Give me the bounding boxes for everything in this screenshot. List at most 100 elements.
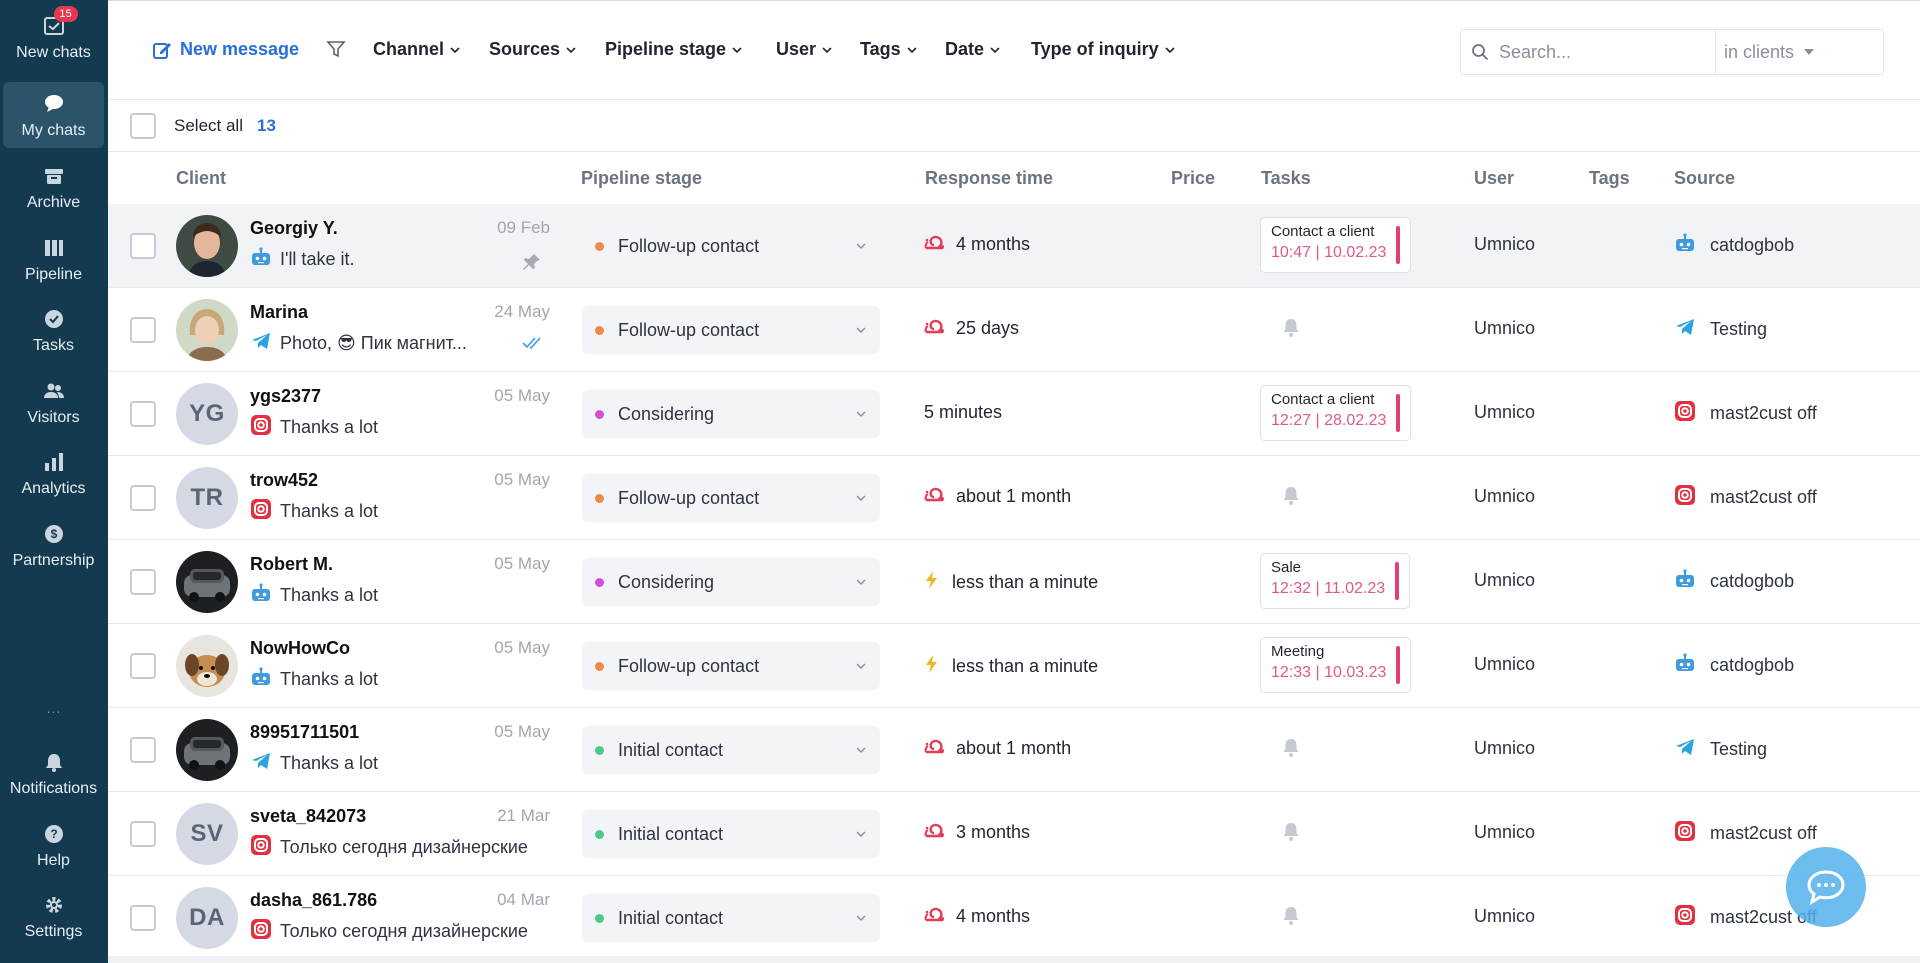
row-checkbox[interactable] xyxy=(130,317,156,343)
bell-icon[interactable] xyxy=(1282,906,1300,931)
support-chat-button[interactable] xyxy=(1786,847,1866,927)
nav-partnership[interactable]: $ Partnership xyxy=(3,512,104,578)
task-priority-bar xyxy=(1396,226,1401,264)
bell-icon[interactable] xyxy=(1282,822,1300,847)
task-card[interactable]: Contact a client 12:27 | 28.02.23 xyxy=(1260,385,1412,441)
client-name[interactable]: trow452 xyxy=(250,470,319,490)
row-checkbox[interactable] xyxy=(130,569,156,595)
chat-row[interactable]: YG ygs2377 05 May Thanks a lot Consideri… xyxy=(108,372,1920,456)
nav-archive[interactable]: Archive xyxy=(3,154,104,220)
column-user[interactable]: User xyxy=(1474,168,1515,188)
chat-row[interactable]: NowHowCo 05 May Thanks a lot Follow-up c… xyxy=(108,624,1920,708)
column-client[interactable]: Client xyxy=(176,168,227,188)
bell-icon[interactable] xyxy=(1282,318,1300,343)
pipeline-stage-select[interactable]: Follow-up contact xyxy=(582,642,880,690)
column-pipeline-stage[interactable]: Pipeline stage xyxy=(581,168,703,188)
source-name: mast2cust off xyxy=(1710,823,1817,843)
message-text: Thanks a lot xyxy=(280,753,379,773)
chevron-down-icon xyxy=(990,46,1000,53)
bot-icon xyxy=(250,246,272,273)
message-date: 09 Feb xyxy=(497,218,550,237)
chat-row[interactable]: 89951711501 05 May Thanks a lot Initial … xyxy=(108,708,1920,792)
column-source[interactable]: Source xyxy=(1674,168,1736,188)
row-checkbox[interactable] xyxy=(130,653,156,679)
row-checkbox[interactable] xyxy=(130,821,156,847)
pipeline-stage-select[interactable]: Initial contact xyxy=(582,894,880,942)
nav-my-chats[interactable]: My chats xyxy=(3,82,104,148)
more-dots[interactable]: ... xyxy=(46,700,62,716)
user-name: Umnico xyxy=(1474,570,1536,590)
pipeline-stage-select[interactable]: Initial contact xyxy=(582,726,880,774)
filter-tags[interactable]: Tags xyxy=(860,39,917,60)
client-name[interactable]: Robert M. xyxy=(250,554,333,574)
row-checkbox[interactable] xyxy=(130,485,156,511)
snail-icon xyxy=(924,822,944,843)
search-input[interactable] xyxy=(1499,41,1709,63)
bell-icon[interactable] xyxy=(1282,486,1300,511)
pipeline-stage-select[interactable]: Considering xyxy=(582,558,880,606)
nav-visitors[interactable]: Visitors xyxy=(3,369,104,435)
filter-pipeline-stage[interactable]: Pipeline stage xyxy=(605,39,742,60)
chat-row[interactable]: Georgiy Y. 09 Feb I'll take it. Follow-u… xyxy=(108,204,1920,288)
nav-analytics[interactable]: Analytics xyxy=(3,440,104,506)
task-priority-bar xyxy=(1396,394,1401,432)
row-checkbox[interactable] xyxy=(130,401,156,427)
search-box: in clients xyxy=(1460,29,1884,75)
client-name[interactable]: ygs2377 xyxy=(250,386,322,406)
pipeline-stage-select[interactable]: Follow-up contact xyxy=(582,222,880,270)
filter-date[interactable]: Date xyxy=(945,39,1000,60)
nav-notifications[interactable]: Notifications xyxy=(3,740,104,806)
client-name[interactable]: dasha_861.786 xyxy=(250,890,378,910)
column-response-time[interactable]: Response time xyxy=(925,168,1054,188)
client-name[interactable]: Georgiy Y. xyxy=(250,218,338,238)
pipeline-stage-select[interactable]: Considering xyxy=(582,390,880,438)
avatar: DA xyxy=(176,887,238,949)
column-tags[interactable]: Tags xyxy=(1589,168,1630,188)
task-card[interactable]: Meeting 12:33 | 10.03.23 xyxy=(1260,637,1412,693)
row-checkbox[interactable] xyxy=(130,233,156,259)
chat-row[interactable]: SV sveta_842073 21 Mar Только сегодня ди… xyxy=(108,792,1920,876)
nav-new-chats[interactable]: 15 New chats xyxy=(3,4,104,70)
message-text: Photo, 😎 Пик магнит... xyxy=(280,333,467,353)
message-text: Только сегодня дизайнерские xyxy=(280,921,528,941)
pipeline-stage-select[interactable]: Initial contact xyxy=(582,810,880,858)
filter-label: Date xyxy=(945,39,985,59)
new-message-button[interactable]: New message xyxy=(152,39,299,60)
client-name[interactable]: NowHowCo xyxy=(250,638,350,658)
client-name[interactable]: 89951711501 xyxy=(250,722,360,742)
chat-row[interactable]: TR trow452 05 May Thanks a lot Follow-up… xyxy=(108,456,1920,540)
row-checkbox[interactable] xyxy=(130,905,156,931)
chat-count: 13 xyxy=(256,115,276,135)
column-price[interactable]: Price xyxy=(1171,168,1216,188)
chat-row[interactable]: DA dasha_861.786 04 Mar Только сегодня д… xyxy=(108,876,1920,960)
task-name: Contact a client xyxy=(1271,223,1375,240)
nav-help[interactable]: ? Help xyxy=(3,812,104,878)
last-message: Thanks a lot xyxy=(250,414,378,441)
filter-type-of-inquiry[interactable]: Type of inquiry xyxy=(1031,39,1175,60)
filter-channel[interactable]: Channel xyxy=(373,39,460,60)
nav-settings[interactable]: Settings xyxy=(3,883,104,949)
pipeline-stage-select[interactable]: Follow-up contact xyxy=(582,306,880,354)
client-name[interactable]: Marina xyxy=(250,302,309,322)
message-text: Только сегодня дизайнерские xyxy=(280,837,528,857)
select-all-checkbox[interactable] xyxy=(130,112,156,139)
user-name: Umnico xyxy=(1474,318,1536,338)
user-name: Umnico xyxy=(1474,822,1536,842)
filter-user[interactable]: User xyxy=(776,39,832,60)
nav-tasks[interactable]: Tasks xyxy=(3,297,104,363)
pin-icon[interactable] xyxy=(522,252,542,277)
search-scope-select[interactable]: in clients xyxy=(1715,30,1883,74)
task-card[interactable]: Contact a client 10:47 | 10.02.23 xyxy=(1260,217,1412,273)
source: mast2cust off xyxy=(1674,904,1817,931)
chat-row[interactable]: Marina 24 May Photo, 😎 Пик магнит... Fol… xyxy=(108,288,1920,372)
pipeline-stage-select[interactable]: Follow-up contact xyxy=(582,474,880,522)
bell-icon[interactable] xyxy=(1282,738,1300,763)
filter-icon[interactable] xyxy=(326,39,346,64)
nav-pipeline[interactable]: Pipeline xyxy=(3,226,104,292)
chat-row[interactable]: Robert M. 05 May Thanks a lot Considerin… xyxy=(108,540,1920,624)
row-checkbox[interactable] xyxy=(130,737,156,763)
client-name[interactable]: sveta_842073 xyxy=(250,806,367,826)
task-card[interactable]: Sale 12:32 | 11.02.23 xyxy=(1260,553,1411,609)
column-tasks[interactable]: Tasks xyxy=(1261,168,1311,188)
filter-sources[interactable]: Sources xyxy=(489,39,576,60)
